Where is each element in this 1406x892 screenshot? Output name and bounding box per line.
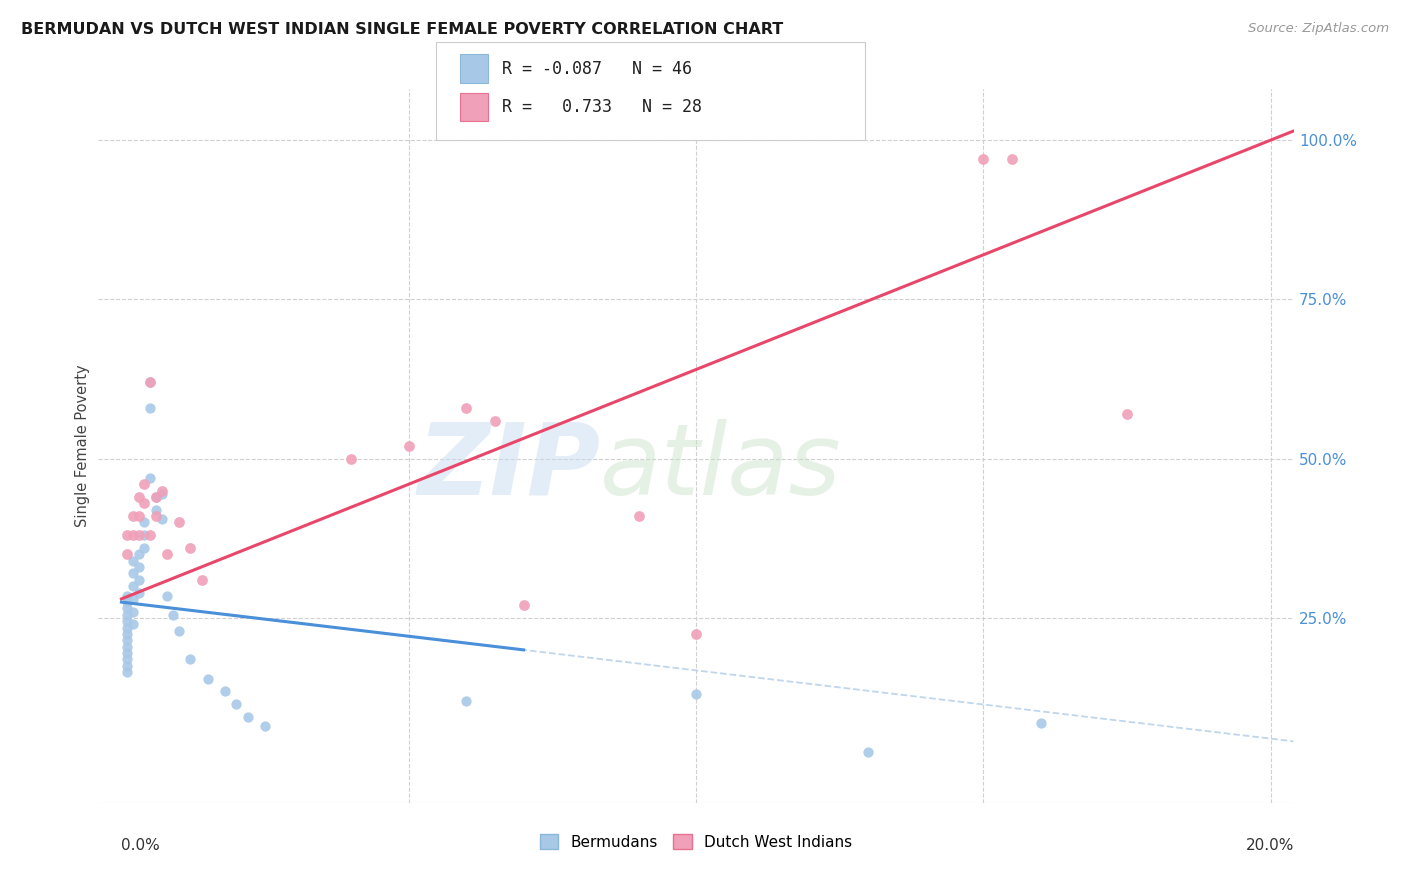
Point: [134, 496, 156, 510]
Point: [115, 528, 138, 542]
Point: [1029, 716, 1052, 731]
Point: [115, 614, 138, 628]
Point: [122, 591, 145, 606]
Point: [145, 490, 167, 504]
Point: [512, 599, 534, 613]
Point: [115, 621, 138, 635]
Point: [122, 605, 145, 619]
Point: [139, 471, 162, 485]
Point: [115, 665, 138, 680]
Point: [685, 688, 707, 702]
Text: ZIP: ZIP: [418, 419, 600, 516]
Text: R = -0.087   N = 46: R = -0.087 N = 46: [502, 60, 692, 78]
Point: [484, 413, 506, 427]
Legend: Bermudans, Dutch West Indians: Bermudans, Dutch West Indians: [534, 828, 858, 855]
Point: [122, 509, 145, 524]
Text: R =   0.733   N = 28: R = 0.733 N = 28: [502, 98, 702, 116]
Point: [139, 376, 162, 390]
Point: [122, 617, 145, 632]
Point: [236, 710, 259, 724]
Point: [214, 684, 236, 698]
Point: [145, 490, 167, 504]
Point: [122, 554, 145, 568]
Point: [145, 509, 167, 524]
Text: 20.0%: 20.0%: [1246, 838, 1295, 853]
Text: Source: ZipAtlas.com: Source: ZipAtlas.com: [1249, 22, 1389, 36]
Point: [134, 516, 156, 530]
Point: [115, 627, 138, 641]
Point: [128, 490, 150, 504]
Point: [115, 652, 138, 666]
Point: [254, 719, 277, 733]
Point: [167, 516, 190, 530]
Point: [162, 607, 184, 622]
Point: [858, 745, 880, 759]
Point: [197, 672, 219, 686]
Point: [122, 579, 145, 593]
Point: [134, 528, 156, 542]
Point: [128, 528, 150, 542]
Point: [128, 560, 150, 574]
Point: [128, 585, 150, 599]
Text: BERMUDAN VS DUTCH WEST INDIAN SINGLE FEMALE POVERTY CORRELATION CHART: BERMUDAN VS DUTCH WEST INDIAN SINGLE FEM…: [21, 22, 783, 37]
Point: [122, 528, 145, 542]
Point: [972, 153, 994, 167]
Point: [134, 477, 156, 491]
Point: [398, 439, 420, 453]
Point: [115, 601, 138, 615]
Point: [1115, 407, 1137, 421]
Point: [1001, 153, 1024, 167]
Point: [456, 694, 478, 708]
Y-axis label: Single Female Poverty: Single Female Poverty: [75, 365, 90, 527]
Point: [150, 483, 173, 498]
Point: [685, 627, 707, 641]
Point: [145, 502, 167, 516]
Point: [179, 541, 201, 555]
Point: [150, 512, 173, 526]
Point: [191, 573, 214, 587]
Point: [134, 541, 156, 555]
Point: [225, 697, 247, 711]
Point: [139, 376, 162, 390]
Point: [156, 547, 179, 561]
Point: [115, 547, 138, 561]
Point: [139, 528, 162, 542]
Point: [456, 401, 478, 415]
Point: [179, 652, 201, 666]
Point: [627, 509, 650, 524]
Point: [167, 624, 190, 638]
Point: [150, 487, 173, 501]
Point: [156, 589, 179, 603]
Point: [115, 640, 138, 654]
Point: [115, 633, 138, 648]
Point: [115, 607, 138, 622]
Point: [340, 451, 363, 466]
Text: 0.0%: 0.0%: [121, 838, 160, 853]
Point: [115, 646, 138, 660]
Point: [128, 547, 150, 561]
Point: [115, 658, 138, 673]
Point: [115, 589, 138, 603]
Point: [128, 573, 150, 587]
Point: [115, 595, 138, 609]
Point: [128, 509, 150, 524]
Text: atlas: atlas: [600, 419, 842, 516]
Point: [139, 401, 162, 415]
Point: [122, 566, 145, 581]
